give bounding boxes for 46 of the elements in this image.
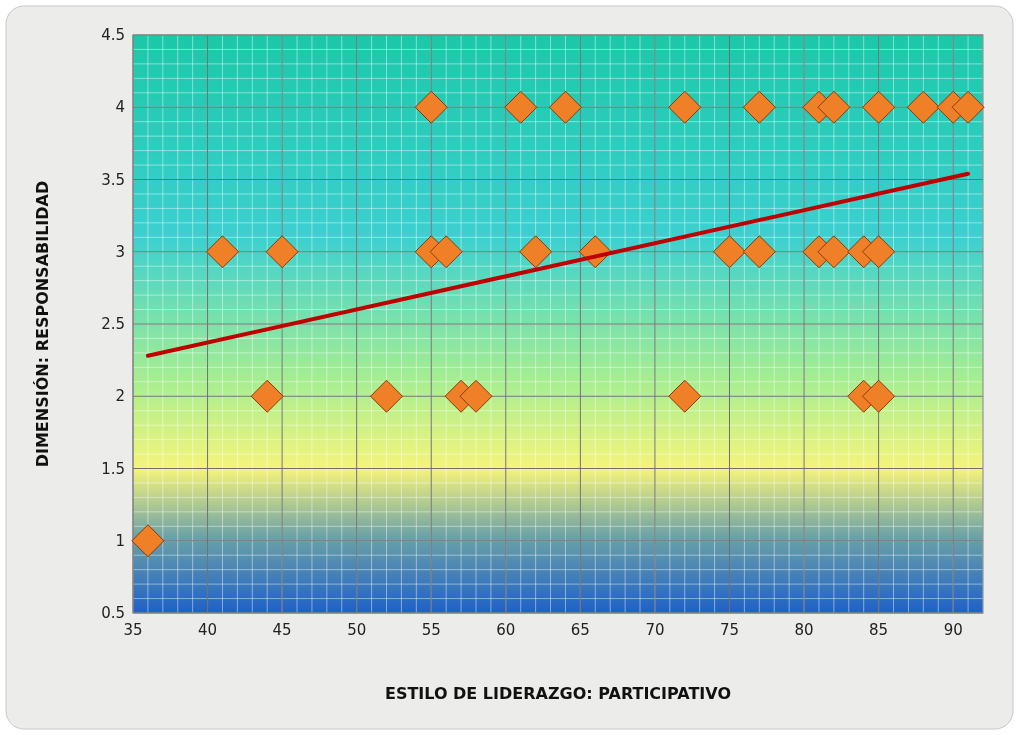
- point: [250, 379, 284, 413]
- point: [519, 235, 553, 269]
- x-tick-label: 60: [496, 621, 516, 639]
- y-tick-label: 0.5: [101, 604, 125, 622]
- point: [906, 90, 940, 124]
- x-tick-label: 50: [347, 621, 367, 639]
- point: [504, 90, 538, 124]
- x-tick-label: 90: [943, 621, 963, 639]
- point: [817, 235, 851, 269]
- point: [370, 379, 404, 413]
- x-tick-label: 45: [272, 621, 292, 639]
- point: [862, 379, 896, 413]
- point: [548, 90, 582, 124]
- x-tick-label: 40: [198, 621, 218, 639]
- point: [862, 235, 896, 269]
- point: [742, 235, 776, 269]
- x-tick-label: 35: [123, 621, 143, 639]
- x-tick-label: 65: [570, 621, 590, 639]
- y-axis-title: DIMENSIÓN: RESPONSABILIDAD: [33, 180, 52, 468]
- point: [205, 235, 239, 269]
- y-tick-label: 1.5: [101, 459, 125, 478]
- y-tick-label: 2: [115, 387, 125, 406]
- point: [668, 379, 702, 413]
- point: [131, 524, 165, 558]
- point: [817, 90, 851, 124]
- point: [459, 379, 493, 413]
- x-tick-label: 75: [719, 621, 740, 639]
- y-tick-label: 2.5: [101, 315, 125, 333]
- x-tick-label: 85: [869, 621, 889, 639]
- point: [951, 90, 985, 124]
- y-tick-label: 1: [115, 531, 125, 550]
- point: [712, 235, 746, 269]
- x-tick-label: 55: [421, 621, 441, 639]
- point: [742, 90, 776, 124]
- y-tick-label: 3: [115, 242, 125, 261]
- x-tick-label: 70: [645, 621, 665, 639]
- point: [862, 90, 896, 124]
- x-axis-title: ESTILO DE LIDERAZGO: PARTICIPATIVO: [384, 684, 732, 703]
- x-tick-label: 80: [794, 621, 814, 639]
- point: [668, 90, 702, 124]
- point: [429, 235, 463, 269]
- y-tick-label: 3.5: [101, 170, 125, 189]
- y-tick-label: 4.5: [101, 26, 125, 44]
- point: [265, 235, 299, 269]
- point: [414, 90, 448, 124]
- y-tick-label: 4: [115, 98, 125, 117]
